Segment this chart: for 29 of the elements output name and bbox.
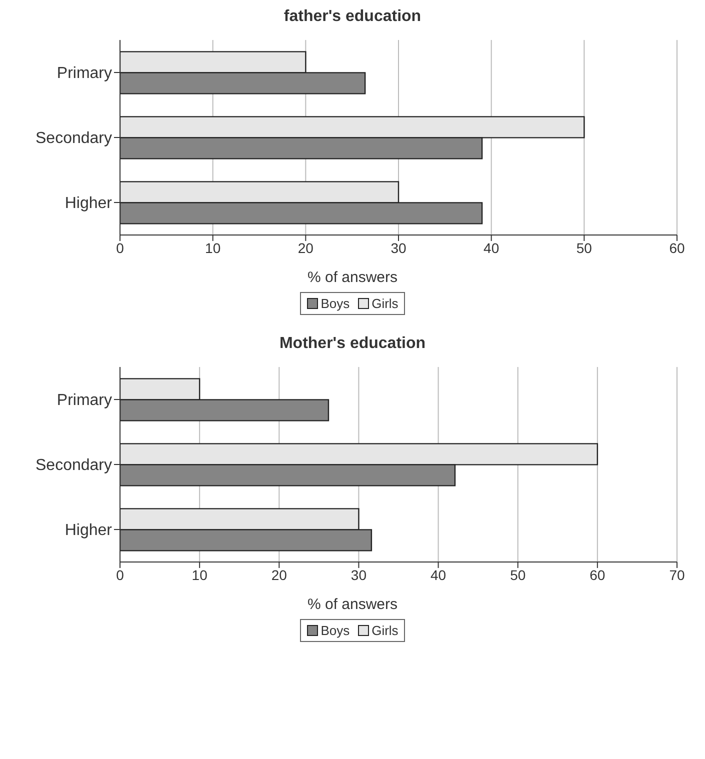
y-tick-label: Higher [64, 522, 113, 540]
x-tick-label: 50 [510, 566, 526, 583]
chart-title: father's education [282, 8, 422, 26]
y-tick-label: Higher [64, 195, 113, 212]
x-tick-label: 50 [576, 240, 592, 256]
x-tick-label: 0 [116, 240, 124, 256]
x-axis-title: % of answers [306, 269, 399, 286]
x-tick-label: 30 [350, 566, 367, 583]
legend-label: Boys [320, 623, 350, 638]
legend-label: Boys [320, 296, 350, 311]
y-tick-label: Primary [56, 392, 112, 410]
x-tick-label: 40 [484, 240, 500, 256]
y-tick-label: Secondary [36, 130, 112, 148]
x-tick-label: 30 [390, 240, 406, 256]
legend-label: Girls [372, 296, 398, 311]
x-tick-label: 10 [192, 566, 208, 583]
y-tick-label: Secondary [36, 457, 112, 474]
legend-label: Girls [372, 623, 398, 638]
x-tick-label: 0 [116, 566, 124, 583]
x-tick-label: 10 [205, 240, 221, 256]
y-tick-label: Primary [56, 65, 112, 82]
x-tick-label: 20 [271, 566, 288, 583]
x-tick-label: 70 [669, 566, 685, 583]
x-axis-title: % of answers [306, 596, 399, 613]
x-tick-label: 60 [669, 240, 685, 256]
x-tick-label: 40 [430, 566, 446, 583]
chart-title: Mother's education [278, 335, 427, 353]
x-tick-label: 60 [590, 566, 606, 583]
x-tick-label: 20 [298, 240, 314, 256]
